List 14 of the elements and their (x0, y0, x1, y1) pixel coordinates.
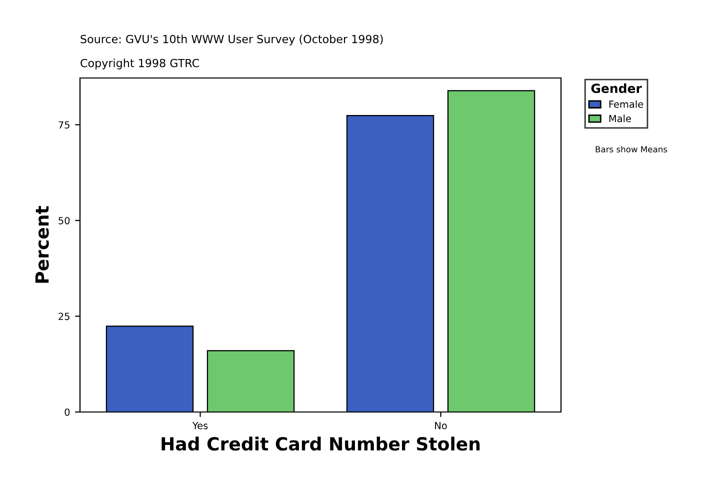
x-axis-title: Had Credit Card Number Stolen (162, 436, 480, 451)
x-tick-label: No (435, 422, 447, 430)
y-tick-label: 75 (58, 121, 70, 129)
y-axis-title: Percent (35, 206, 49, 283)
y-tick-label: 0 (64, 408, 70, 416)
legend-label: Female (609, 100, 644, 108)
text: Bars show Means (596, 146, 668, 152)
y-tick-label: 25 (58, 312, 70, 320)
chart-title: Source: GVU's 10th WWW User Survey (October 1998) (80, 34, 383, 46)
x-tick-label: Yes (192, 422, 208, 430)
legend-title: Gender (591, 83, 642, 94)
y-tick-label: 50 (58, 216, 70, 224)
legend-label: Male (609, 114, 631, 122)
chart-subtitle: Copyright 1998 GTRC (80, 58, 199, 70)
